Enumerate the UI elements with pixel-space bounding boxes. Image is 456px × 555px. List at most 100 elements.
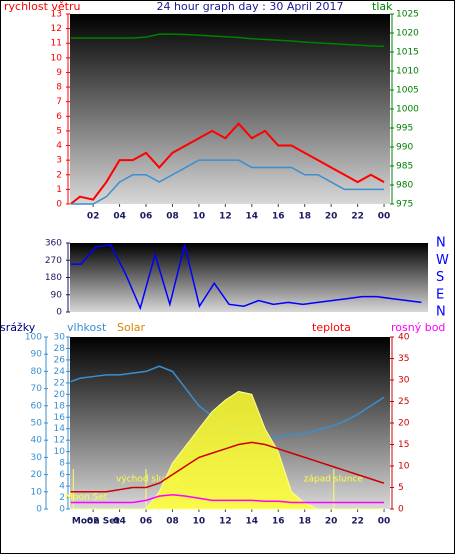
y-tick-label: 8 (59, 459, 65, 469)
y-tick-label: 10 (31, 487, 43, 497)
y-tick-label: 70 (31, 384, 43, 394)
series-line (70, 441, 385, 493)
y-tick-label: 6 (56, 112, 62, 122)
annotation: Moon Set (65, 493, 108, 503)
y-tick-label: 28 (54, 344, 66, 354)
annotation: západ slunce (304, 475, 364, 485)
y-tick-label: N (436, 305, 446, 320)
x-tick-label: 08 (166, 212, 179, 222)
y-tick-label: N (436, 236, 446, 251)
y-tick-label: 40 (31, 436, 43, 446)
y-tick-label: 20 (54, 390, 66, 400)
x-tick-label: 20 (325, 517, 338, 527)
y-tick-label: 12 (54, 436, 65, 446)
y-tick-label: 11 (51, 39, 62, 49)
y-tick-label: 2 (59, 493, 65, 503)
y-tick-label: 20 (31, 470, 43, 480)
x-tick-label: 06 (140, 517, 153, 527)
dewpoint-label: rosný bod (391, 321, 445, 334)
x-tick-label: 18 (298, 212, 311, 222)
x-tick-label: 04 (113, 517, 126, 527)
y-tick-label: 90 (51, 290, 63, 300)
y-tick-label: 60 (31, 401, 43, 411)
y-tick-label: 2 (56, 170, 62, 180)
x-tick-label: 02 (87, 517, 100, 527)
y-tick-label: 995 (396, 124, 413, 134)
y-tick-label: 8 (56, 83, 62, 93)
y-tick-label: 5 (56, 126, 62, 136)
y-tick-label: 30 (31, 453, 43, 463)
y-tick-label: 13 (51, 10, 62, 20)
y-tick-label: W (436, 253, 449, 268)
y-tick-label: 0 (36, 505, 42, 515)
y-tick-label: 20 (398, 419, 410, 429)
y-tick-label: 270 (45, 256, 62, 266)
y-tick-label: 25 (398, 397, 409, 407)
y-tick-label: 30 (54, 333, 66, 343)
y-tick-label: 12 (51, 24, 62, 34)
y-tick-label: 1025 (396, 10, 419, 20)
plot-background (70, 14, 390, 204)
pressure-label: tlak (372, 0, 393, 13)
y-tick-label: 16 (54, 413, 66, 423)
temperature-label: teplota (312, 321, 351, 334)
x-tick-label: 16 (272, 517, 285, 527)
series-line (70, 122, 385, 205)
y-tick-label: 1005 (396, 86, 419, 96)
annotation: východ slunce (116, 475, 181, 485)
y-tick-label: 10 (398, 462, 410, 472)
y-tick-label: 3 (56, 156, 62, 166)
y-tick-label: 980 (396, 181, 413, 191)
x-tick-label: 04 (113, 212, 126, 222)
y-tick-label: 100 (25, 333, 42, 343)
y-tick-label: 985 (396, 162, 413, 172)
y-tick-label: 990 (396, 143, 413, 153)
y-tick-label: 35 (398, 354, 409, 364)
y-tick-label: 1020 (396, 29, 419, 39)
y-tick-label: 10 (51, 53, 63, 63)
y-tick-label: S (436, 270, 444, 285)
chart-title: 24 hour graph day : 30 April 2017 (157, 0, 344, 13)
y-tick-label: 22 (54, 378, 65, 388)
y-tick-label: 7 (56, 97, 62, 107)
x-tick-label: 22 (351, 517, 364, 527)
rain-label: srážky (0, 321, 36, 334)
x-tick-label: 12 (219, 212, 232, 222)
plot-background (70, 243, 428, 312)
annotation: Moon Set (72, 517, 120, 527)
y-tick-label: 1000 (396, 105, 419, 115)
x-tick-label: 00 (378, 517, 391, 527)
series-line (70, 159, 385, 205)
x-tick-label: 22 (351, 212, 364, 222)
series-line (70, 494, 385, 504)
y-tick-label: 975 (396, 200, 413, 210)
y-tick-label: 40 (398, 333, 410, 343)
y-tick-label: 180 (45, 273, 62, 283)
series-line (70, 244, 422, 311)
x-tick-label: 02 (87, 212, 100, 222)
x-tick-label: 06 (140, 212, 153, 222)
y-tick-label: 0 (398, 505, 404, 515)
y-tick-label: 10 (54, 447, 66, 457)
y-tick-label: 1010 (396, 67, 419, 77)
y-tick-label: 5 (398, 483, 404, 493)
y-tick-label: 360 (45, 239, 62, 249)
y-tick-label: 26 (54, 355, 66, 365)
x-tick-label: 18 (298, 517, 311, 527)
y-tick-label: 80 (31, 367, 43, 377)
y-tick-label: 0 (59, 505, 65, 515)
wind-label: rychlost větru (4, 0, 80, 13)
solar-area (70, 390, 385, 510)
y-tick-label: 4 (56, 141, 62, 151)
x-tick-label: 14 (246, 212, 259, 222)
humidity-label: vlhkost (67, 321, 107, 334)
solar-label: Solar (117, 321, 146, 334)
y-tick-label: 0 (56, 200, 62, 210)
y-tick-label: 4 (59, 482, 65, 492)
y-tick-label: 18 (54, 401, 66, 411)
y-tick-label: E (436, 287, 444, 302)
x-tick-label: 14 (246, 517, 259, 527)
y-tick-label: 6 (59, 470, 65, 480)
